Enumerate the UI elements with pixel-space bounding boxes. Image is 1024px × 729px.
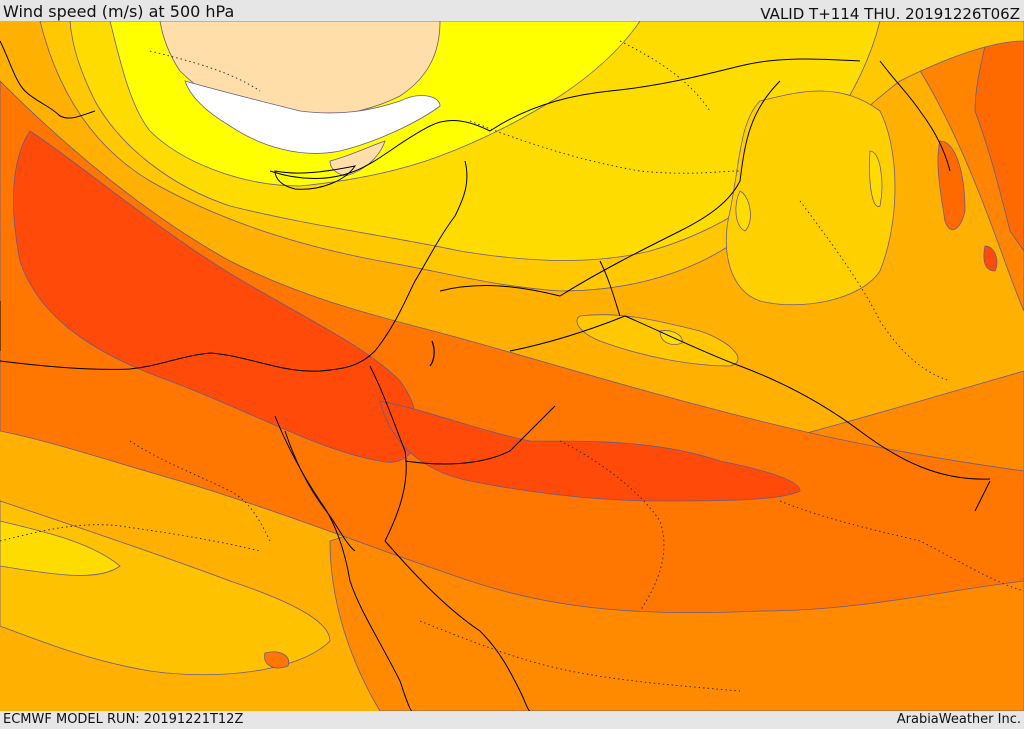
band-north-white [184, 80, 441, 154]
coastline-caspian-west [879, 60, 951, 172]
border-dotted-7 [419, 620, 741, 692]
band-jet-core-west [13, 130, 418, 463]
band-ne-deep [974, 21, 1024, 252]
band-jet-core-east [379, 400, 801, 502]
coastline-cyprus [274, 165, 357, 190]
footer-bar: ECMWF MODEL RUN: 20191221T12Z ArabiaWeat… [0, 711, 1024, 729]
coastline-turkey-south [269, 58, 861, 179]
coastline-red-sea-east [384, 450, 531, 711]
band-east-lake-2 [735, 190, 751, 232]
band-east-lake-1 [869, 150, 883, 207]
wind-speed-map [0, 21, 1024, 711]
band-east-gold-patch [725, 90, 896, 306]
band-small-patch [264, 651, 290, 669]
map-svg [0, 21, 1024, 711]
band-east-blob-2 [983, 245, 998, 272]
border-iraq-saudi [509, 315, 991, 480]
coastline-persian-gulf [974, 480, 991, 512]
valid-time: VALID T+114 THU. 20191226T06Z [760, 5, 1020, 23]
border-dotted-9 [619, 40, 711, 112]
border-dotted-5 [469, 120, 741, 174]
coastline-gulf-suez [284, 430, 356, 552]
coastline-aegean [0, 40, 96, 119]
coastline-dead-sea [429, 340, 435, 367]
map-title: Wind speed (m/s) at 500 hPa [3, 2, 235, 21]
border-dotted-3 [779, 500, 1024, 592]
border-jordan-saudi [439, 80, 781, 297]
border-sinai [369, 365, 406, 452]
band-mid-patch [576, 314, 739, 367]
model-run: ECMWF MODEL RUN: 20191221T12Z [3, 712, 244, 727]
border-saudi-jordan-south [404, 405, 556, 465]
band-east-blob [937, 140, 966, 231]
credit: ArabiaWeather Inc. [896, 712, 1021, 727]
coastline-mediterranean-south [0, 160, 468, 372]
border-syria-iraq [599, 260, 621, 317]
border-dotted-4 [0, 524, 261, 552]
header-bar: Wind speed (m/s) at 500 hPa VALID T+114 … [0, 0, 1024, 23]
